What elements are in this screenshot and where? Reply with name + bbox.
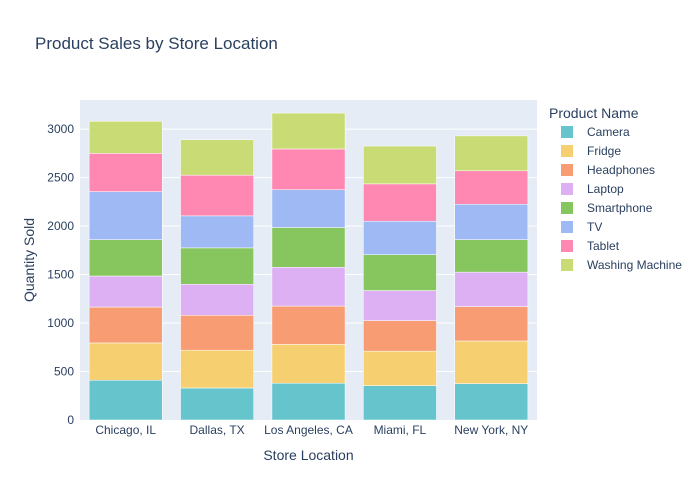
bar-segment [454,271,529,307]
bar-segment [271,344,346,384]
bar-segment [271,382,346,421]
bar-segment [454,170,529,205]
y-tick-label: 2000 [47,219,74,233]
bar-segment [88,275,163,308]
legend-label: Laptop [587,182,624,196]
bar-segment [363,220,437,255]
legend-swatch [561,126,573,138]
legend-swatch [561,240,573,252]
bars [88,112,529,421]
y-tick-label: 1000 [47,316,74,330]
bar-segment [180,139,254,176]
bar-segment [271,267,346,307]
bar-segment [88,191,163,240]
bar-segment [363,385,437,421]
x-tick-labels: Chicago, IL Dallas, TX Los Angeles, CA Miam… [95,423,528,437]
legend-label: Smartphone [587,201,653,215]
bar-segment [363,183,437,222]
bar-segment [454,306,529,342]
legend-label: TV [587,220,602,234]
bar-segment [454,135,529,172]
y-tick-label: 2500 [47,171,74,185]
legend-swatch [561,145,573,157]
x-tick-label: New York, NY [454,423,528,437]
bar-segment [180,315,254,351]
chart-title: Product Sales by Store Location [35,34,278,53]
legend-label: Fridge [587,144,621,158]
legend-swatch [561,221,573,233]
bar-segment [454,383,529,421]
legend-label: Headphones [587,163,655,177]
bar-segment [363,254,437,291]
y-tick-label: 0 [67,413,74,427]
bar-segment [363,350,437,386]
y-axis-title: Quantity Sold [21,218,37,302]
bar-segment [271,305,346,345]
x-tick-label: Dallas, TX [190,423,245,437]
bar-segment [88,153,163,192]
bar-segment [271,227,346,268]
bar-segment [363,145,437,185]
bar-segment [363,290,437,321]
x-tick-label: Miami, FL [374,423,427,437]
bar-segment [180,215,254,249]
legend-label: Tablet [587,239,620,253]
y-tick-labels: 0 500 1000 1500 2000 2500 3000 [47,122,74,427]
x-axis-title: Store Location [263,447,353,463]
bar-segment [454,239,529,273]
legend-swatch [561,183,573,195]
bar-segment [454,203,529,240]
bar-segment [180,283,254,316]
bar-segment [180,247,254,285]
legend: Product Name Camera Fridge Headphones Lapto… [549,105,682,272]
bar-segment [180,387,254,421]
x-tick-label: Chicago, IL [95,423,156,437]
bar-segment [88,379,163,421]
bar-segment [88,121,163,154]
bar-segment [180,349,254,389]
legend-swatch [561,202,573,214]
legend-label: Washing Machine [587,258,682,272]
legend-label: Camera [587,125,630,139]
bar-segment [88,342,163,381]
bar-segment [180,174,254,217]
bar-segment [454,340,529,384]
bar-segment [271,148,346,190]
y-tick-label: 3000 [47,122,74,136]
legend-swatch [561,259,573,271]
bar-segment [363,320,437,352]
bar-segment [271,112,346,150]
x-tick-label: Los Angeles, CA [264,423,353,437]
y-tick-label: 1500 [47,268,74,282]
legend-title: Product Name [549,105,639,121]
bar-segment [271,189,346,228]
bar-segment [88,239,163,277]
legend-swatch [561,164,573,176]
y-tick-label: 500 [54,365,74,379]
bar-segment [88,306,163,344]
